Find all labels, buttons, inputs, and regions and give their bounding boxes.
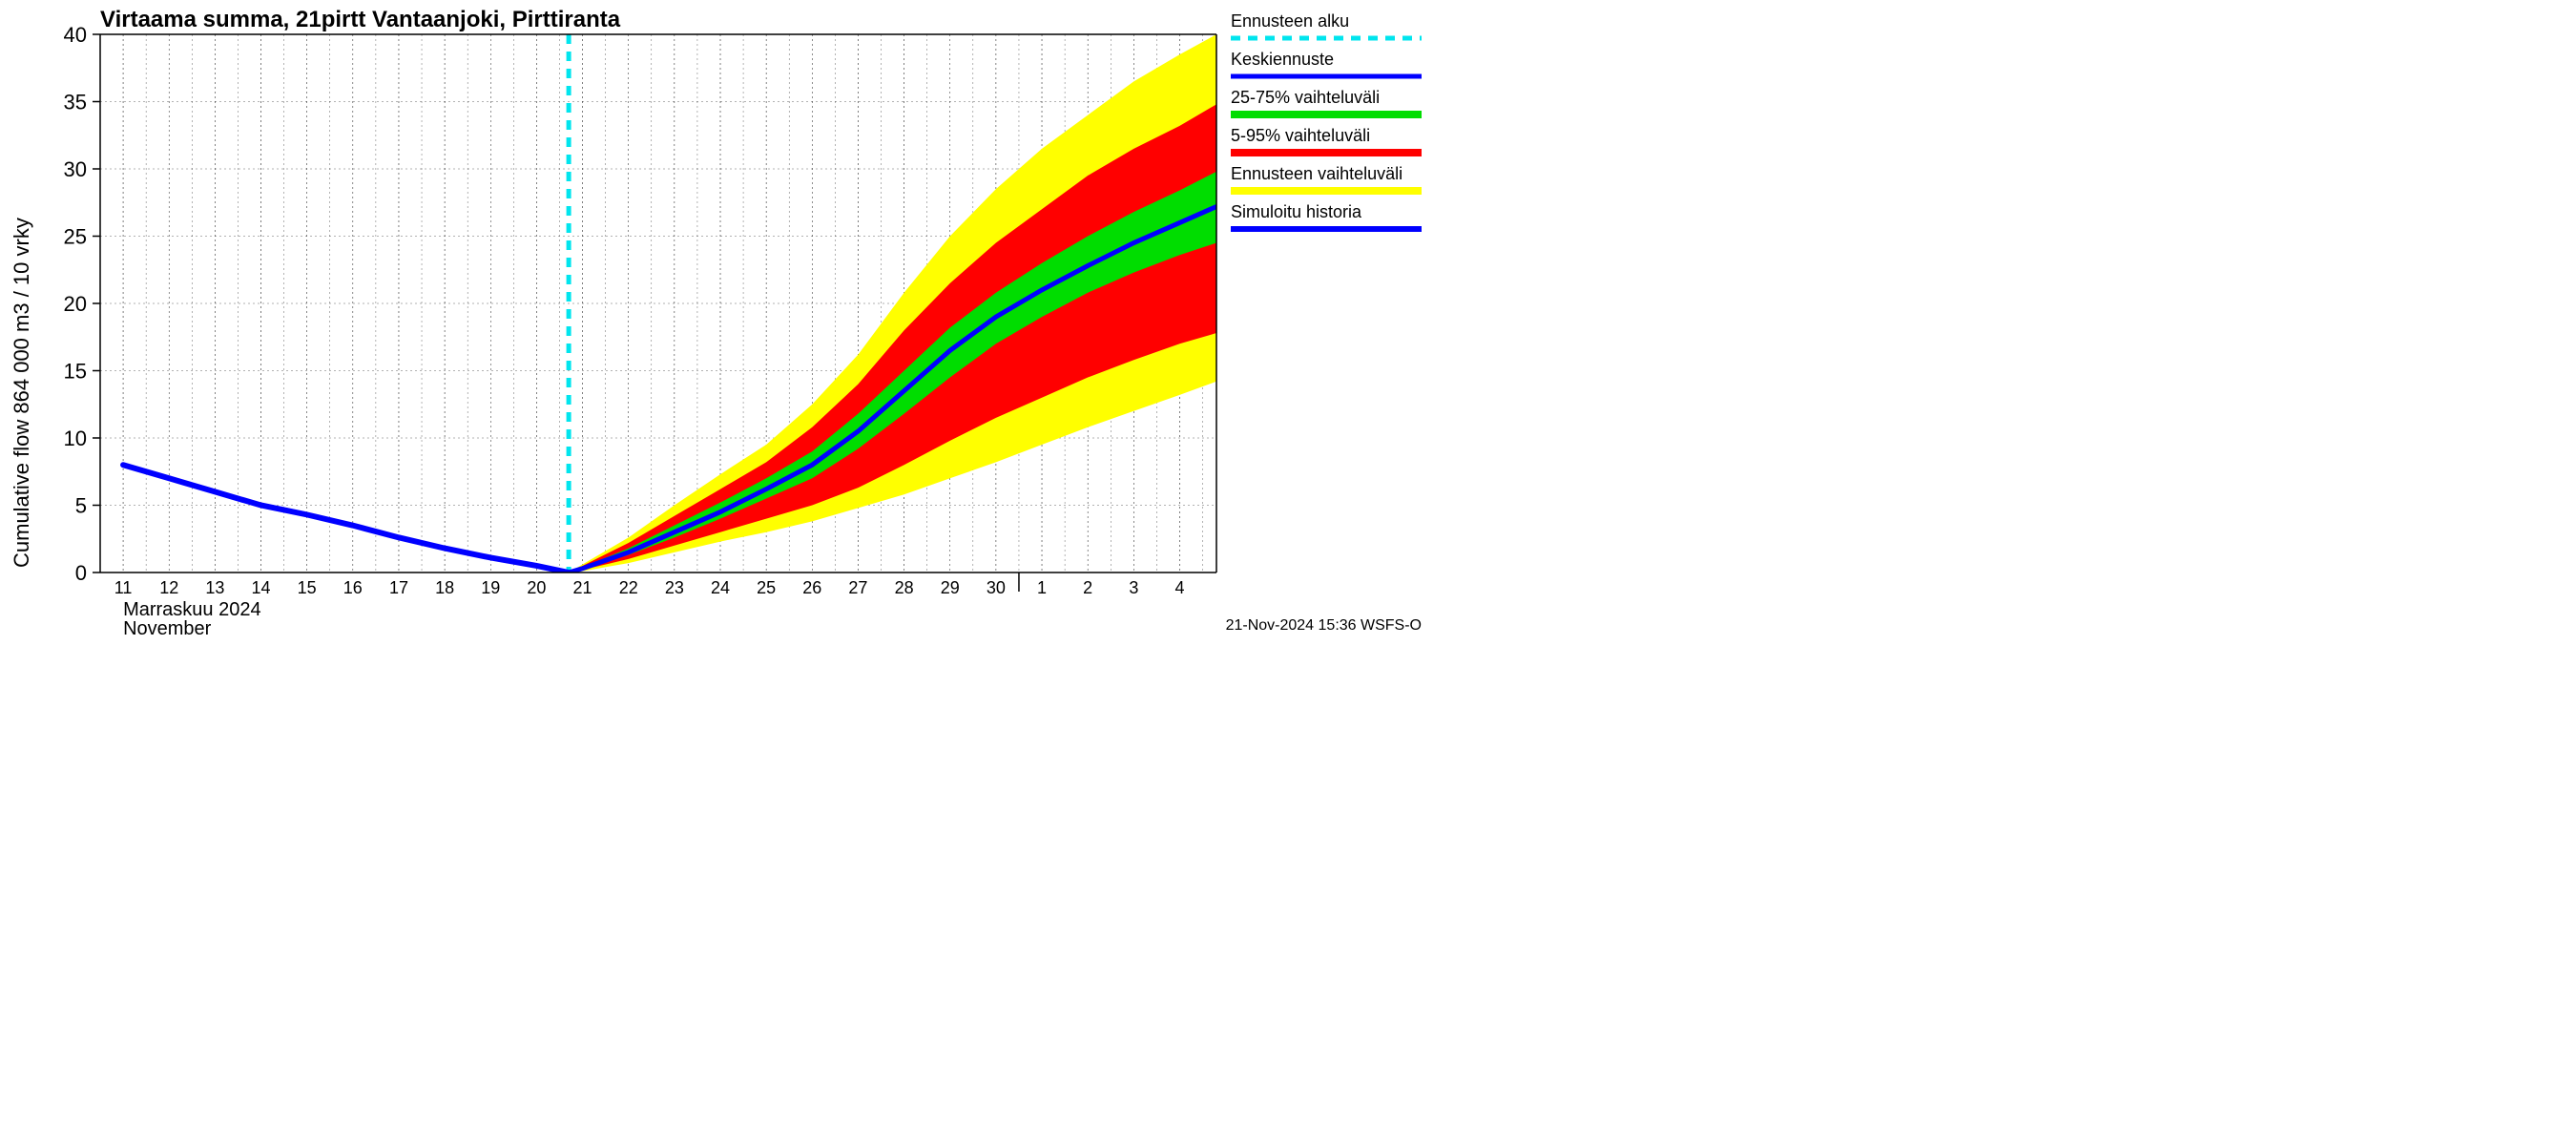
y-tick-label: 15 <box>64 360 87 384</box>
y-tick-label: 20 <box>64 292 87 316</box>
x-tick-label: 4 <box>1174 578 1184 597</box>
x-tick-label: 26 <box>802 578 821 597</box>
x-tick-label: 19 <box>481 578 500 597</box>
y-axis-label: Cumulative flow 864 000 m3 / 10 vrky <box>10 218 33 568</box>
x-axis-month-fi: Marraskuu 2024 <box>123 599 261 620</box>
legend-label: Ennusteen vaihteluväli <box>1231 164 1402 183</box>
x-tick-label: 30 <box>987 578 1006 597</box>
x-tick-label: 21 <box>573 578 592 597</box>
y-tick-label: 35 <box>64 91 87 114</box>
chart-title: Virtaama summa, 21pirtt Vantaanjoki, Pir… <box>100 7 621 32</box>
legend-label: 5-95% vaihteluväli <box>1231 126 1370 145</box>
y-tick-label: 40 <box>64 23 87 47</box>
legend-label: Keskiennuste <box>1231 50 1334 69</box>
x-tick-label: 29 <box>941 578 960 597</box>
y-tick-label: 30 <box>64 157 87 181</box>
x-tick-label: 16 <box>343 578 363 597</box>
x-tick-label: 14 <box>252 578 271 597</box>
x-tick-label: 25 <box>757 578 776 597</box>
x-tick-label: 1 <box>1037 578 1047 597</box>
legend-label: Simuloitu historia <box>1231 202 1362 221</box>
x-tick-label: 27 <box>848 578 867 597</box>
legend-label: 25-75% vaihteluväli <box>1231 88 1380 107</box>
x-tick-label: 24 <box>711 578 730 597</box>
legend-label: Ennusteen alku <box>1231 11 1349 31</box>
y-tick-label: 0 <box>75 561 87 585</box>
x-tick-label: 2 <box>1083 578 1092 597</box>
forecast-chart: 0510152025303540111213141516171819202122… <box>0 0 1431 636</box>
x-tick-label: 28 <box>895 578 914 597</box>
x-tick-label: 22 <box>619 578 638 597</box>
x-tick-label: 11 <box>114 578 133 597</box>
x-axis-month-en: November <box>123 618 212 636</box>
x-tick-label: 20 <box>527 578 546 597</box>
footer-timestamp: 21-Nov-2024 15:36 WSFS-O <box>1226 617 1422 634</box>
x-tick-label: 17 <box>389 578 408 597</box>
y-tick-label: 10 <box>64 427 87 450</box>
x-tick-label: 18 <box>435 578 454 597</box>
x-tick-label: 23 <box>665 578 684 597</box>
x-tick-label: 12 <box>159 578 178 597</box>
x-tick-label: 3 <box>1129 578 1138 597</box>
y-tick-label: 25 <box>64 225 87 249</box>
x-tick-label: 15 <box>298 578 317 597</box>
x-tick-label: 13 <box>205 578 224 597</box>
y-tick-label: 5 <box>75 494 87 518</box>
